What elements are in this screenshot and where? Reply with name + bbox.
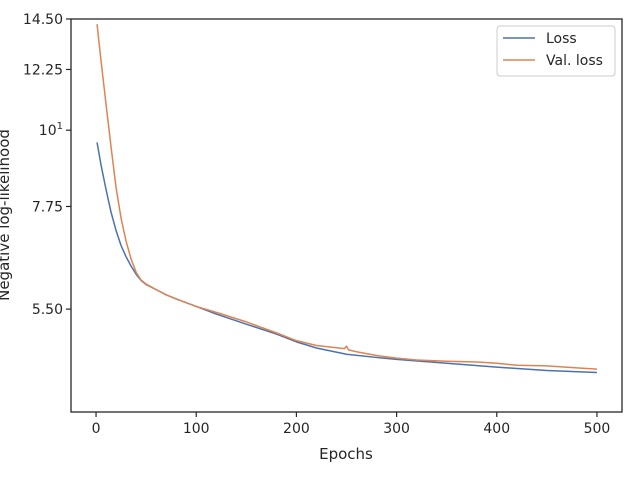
x-axis: 0 100 200 300 400 500: [92, 412, 611, 437]
y-tick-label: 101: [39, 121, 63, 139]
plot-frame: [70, 18, 623, 413]
y-axis: 5.50 7.75 101 12.25 14.50: [23, 12, 71, 318]
x-tick-label: 200: [283, 421, 310, 437]
x-axis-label: Epochs: [319, 445, 373, 463]
y-tick-label: 14.50: [23, 12, 63, 28]
x-tick-label: 0: [92, 421, 101, 437]
plot-lines: [96, 24, 597, 374]
legend-label-loss: Loss: [546, 31, 577, 47]
legend: Loss Val. loss: [496, 25, 616, 77]
y-tick-label: 7.75: [32, 199, 63, 215]
y-axis-label: Negative log-likelihood: [0, 129, 13, 301]
legend-label-val-loss: Val. loss: [546, 53, 603, 69]
series-line-loss: [96, 142, 597, 374]
x-tick-label: 500: [584, 421, 611, 437]
x-tick-label: 300: [383, 421, 410, 437]
y-tick-label: 5.50: [32, 302, 63, 318]
y-tick-label: 12.25: [23, 62, 63, 78]
x-tick-label: 100: [183, 421, 210, 437]
series-line-val-loss: [96, 24, 597, 370]
x-tick-label: 400: [483, 421, 510, 437]
